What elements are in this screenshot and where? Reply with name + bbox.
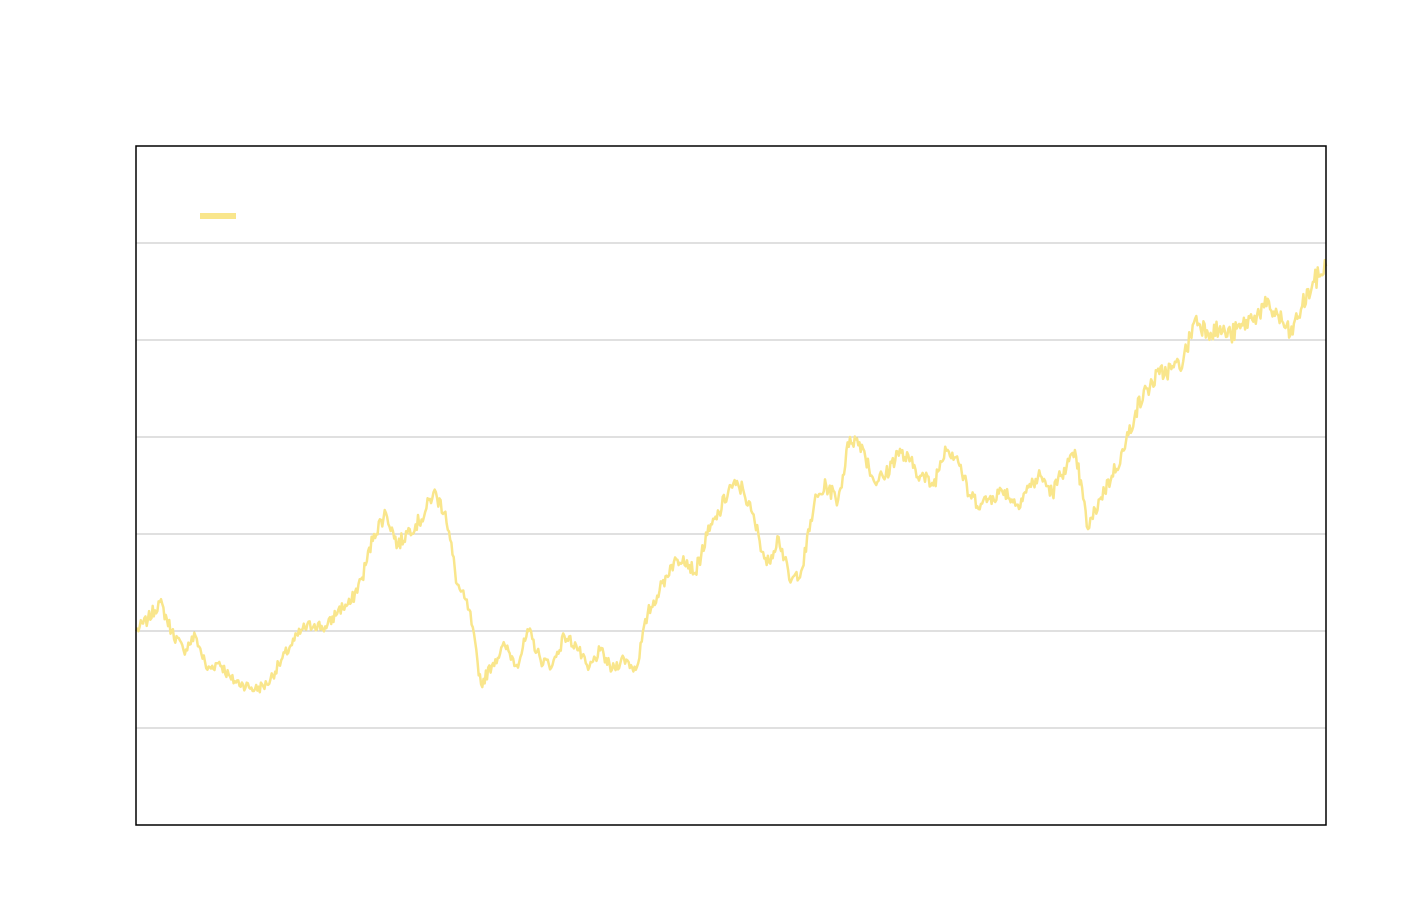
gridlines — [136, 242, 1326, 826]
series-line — [134, 258, 1328, 694]
plot-frame — [135, 145, 1327, 826]
